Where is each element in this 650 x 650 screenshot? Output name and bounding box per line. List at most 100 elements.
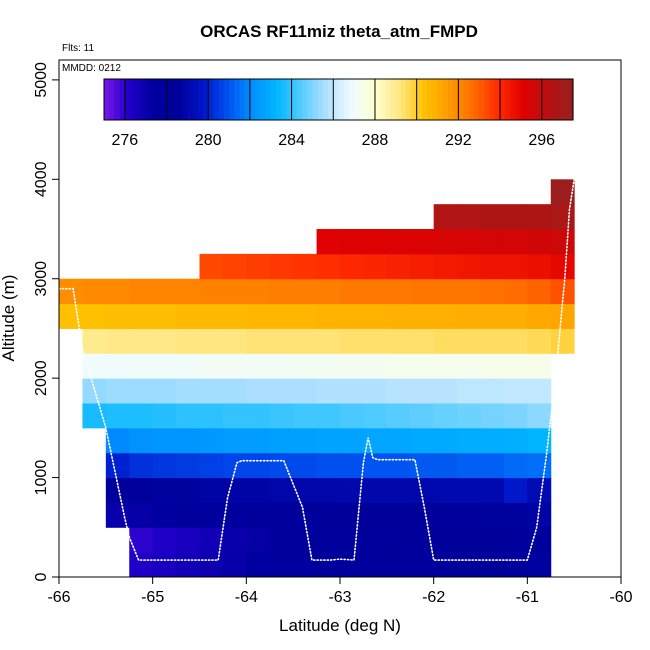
heat-cell	[386, 502, 411, 528]
heat-cell	[480, 278, 505, 305]
heat-cell	[269, 378, 294, 404]
heat-cell	[480, 204, 505, 230]
heat-cell	[199, 477, 224, 503]
heat-cell	[503, 204, 528, 230]
heat-cell	[176, 527, 200, 553]
colorbar-segment	[380, 79, 386, 120]
heat-cell	[410, 353, 435, 379]
heat-cell	[363, 452, 388, 479]
colorbar-segment	[515, 79, 522, 120]
heat-cell	[316, 502, 341, 528]
heat-cell	[316, 452, 341, 479]
heat-cell	[363, 527, 388, 553]
heat-cell	[527, 328, 552, 354]
colorbar-segment	[468, 79, 475, 120]
x-axis-title: Latitude (deg N)	[279, 616, 401, 635]
heat-cell	[340, 477, 364, 503]
heat-cell	[480, 378, 505, 404]
heat-cell	[199, 403, 224, 429]
heat-cell	[129, 427, 154, 454]
heat-cell	[410, 378, 435, 404]
colorbar-segment	[124, 79, 131, 120]
heat-cell	[480, 502, 505, 528]
heat-cell	[105, 477, 130, 503]
heat-cell	[363, 303, 388, 329]
heat-cell	[363, 378, 388, 404]
heat-cell	[105, 328, 130, 354]
heat-cell	[105, 278, 130, 305]
heat-cell	[410, 452, 435, 479]
heat-cell	[316, 253, 341, 280]
heat-cell	[503, 229, 528, 255]
heat-cell	[105, 502, 130, 528]
colorbar-segment	[401, 79, 407, 120]
colorbar-segment	[348, 79, 355, 120]
colorbar-frame	[103, 78, 574, 121]
heat-cell	[293, 527, 318, 553]
heat-cell	[363, 403, 388, 429]
heat-cell	[199, 527, 224, 553]
heat-cell	[222, 303, 247, 329]
colorbar-segment	[161, 79, 168, 120]
heat-cell	[410, 527, 435, 553]
heat-cell	[269, 403, 294, 429]
colorbar-segment	[437, 79, 444, 120]
heat-cell	[503, 427, 528, 454]
heat-cell	[152, 477, 177, 503]
colorbar-segment	[197, 79, 204, 120]
heat-cell	[480, 477, 505, 503]
heat-cell	[340, 552, 364, 578]
colorbar-segment	[307, 79, 314, 120]
colorbar-segment	[364, 79, 371, 120]
heat-cell	[293, 403, 318, 429]
heat-cell	[269, 328, 294, 354]
heat-cell	[105, 452, 130, 479]
heat-cell	[176, 552, 200, 578]
heat-cell	[82, 353, 107, 379]
heat-cell	[527, 502, 552, 528]
colorbar-segment	[473, 79, 480, 120]
x-tick-label: -63	[328, 589, 351, 606]
heat-cell	[129, 552, 154, 578]
heat-cell	[316, 527, 341, 553]
heat-cell	[457, 452, 481, 479]
heat-cell	[410, 552, 435, 578]
heat-cell	[199, 303, 224, 329]
heat-cell	[129, 303, 154, 329]
heat-cell	[340, 328, 364, 354]
heat-cell	[199, 328, 224, 354]
heat-cell	[105, 378, 130, 404]
colorbar-segment	[505, 79, 512, 120]
colorbar-segment	[416, 79, 423, 120]
colorbar-tick-label: 284	[278, 132, 305, 149]
heat-cell	[340, 378, 364, 404]
heat-cell	[293, 427, 318, 454]
heat-cell	[129, 502, 154, 528]
colorbar-segment	[223, 79, 230, 120]
heat-cell	[176, 278, 200, 305]
heat-cell	[340, 427, 364, 454]
heat-cell	[433, 328, 458, 354]
heat-cell	[269, 477, 294, 503]
heat-cell	[363, 229, 388, 255]
colorbar-segment	[135, 79, 142, 120]
flight-track	[58, 178, 576, 561]
colorbar-segment	[312, 79, 319, 120]
heat-cell	[222, 403, 247, 429]
heat-cell	[386, 278, 411, 305]
heat-cell	[340, 278, 364, 305]
heat-cell	[152, 278, 177, 305]
heat-cell	[433, 552, 458, 578]
heat-cell	[527, 427, 552, 454]
heat-cell	[176, 477, 200, 503]
heat-cell	[340, 452, 364, 479]
heat-cell	[457, 427, 481, 454]
heat-cell	[199, 253, 224, 280]
heat-cell	[82, 303, 107, 329]
heat-cell	[199, 378, 224, 404]
colorbar-tick-label: 280	[195, 132, 222, 149]
colorbar-segment	[427, 79, 433, 120]
x-axis: -66 -65 -64 -63 -62 -61 -60	[47, 577, 633, 606]
colorbar-segment	[239, 79, 246, 120]
heat-cell	[433, 527, 458, 553]
